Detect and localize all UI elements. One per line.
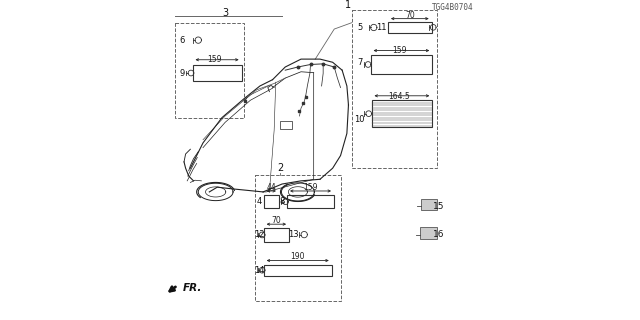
Text: TGG4B0704: TGG4B0704 bbox=[432, 3, 474, 12]
Text: 6: 6 bbox=[180, 36, 185, 44]
Text: 159: 159 bbox=[207, 55, 221, 64]
Text: 13: 13 bbox=[288, 230, 298, 239]
Text: 2: 2 bbox=[277, 163, 284, 173]
Text: FR.: FR. bbox=[183, 284, 202, 293]
Bar bbox=[287, 195, 334, 208]
Text: 190: 190 bbox=[291, 252, 305, 261]
Bar bbox=[388, 22, 431, 33]
Bar bbox=[371, 55, 432, 74]
Bar bbox=[264, 195, 279, 208]
Text: 70: 70 bbox=[405, 11, 415, 20]
Bar bbox=[255, 174, 340, 301]
Text: 14: 14 bbox=[253, 267, 264, 276]
Text: 15: 15 bbox=[433, 202, 444, 211]
Text: 164.5: 164.5 bbox=[388, 92, 410, 100]
Bar bbox=[264, 228, 289, 242]
Bar bbox=[175, 23, 244, 118]
Text: 1: 1 bbox=[346, 0, 351, 10]
Text: 70: 70 bbox=[271, 216, 281, 225]
Text: 12: 12 bbox=[253, 230, 264, 239]
Bar bbox=[193, 65, 241, 81]
Bar bbox=[351, 10, 437, 168]
Text: 44: 44 bbox=[266, 183, 276, 192]
Text: 7: 7 bbox=[357, 58, 362, 67]
Text: 3: 3 bbox=[222, 8, 228, 18]
Text: 5: 5 bbox=[357, 23, 362, 32]
Text: 159: 159 bbox=[392, 46, 406, 55]
Text: 11: 11 bbox=[376, 23, 387, 32]
Text: 9: 9 bbox=[180, 69, 185, 78]
Text: 4: 4 bbox=[257, 197, 262, 206]
Bar bbox=[372, 100, 432, 127]
Text: 10: 10 bbox=[354, 115, 364, 124]
Text: 8: 8 bbox=[280, 197, 285, 206]
Text: 159: 159 bbox=[303, 183, 318, 192]
Bar bbox=[280, 121, 292, 129]
Bar bbox=[420, 227, 437, 239]
Text: 16: 16 bbox=[433, 230, 444, 239]
Bar bbox=[264, 265, 332, 276]
Bar bbox=[421, 199, 437, 210]
